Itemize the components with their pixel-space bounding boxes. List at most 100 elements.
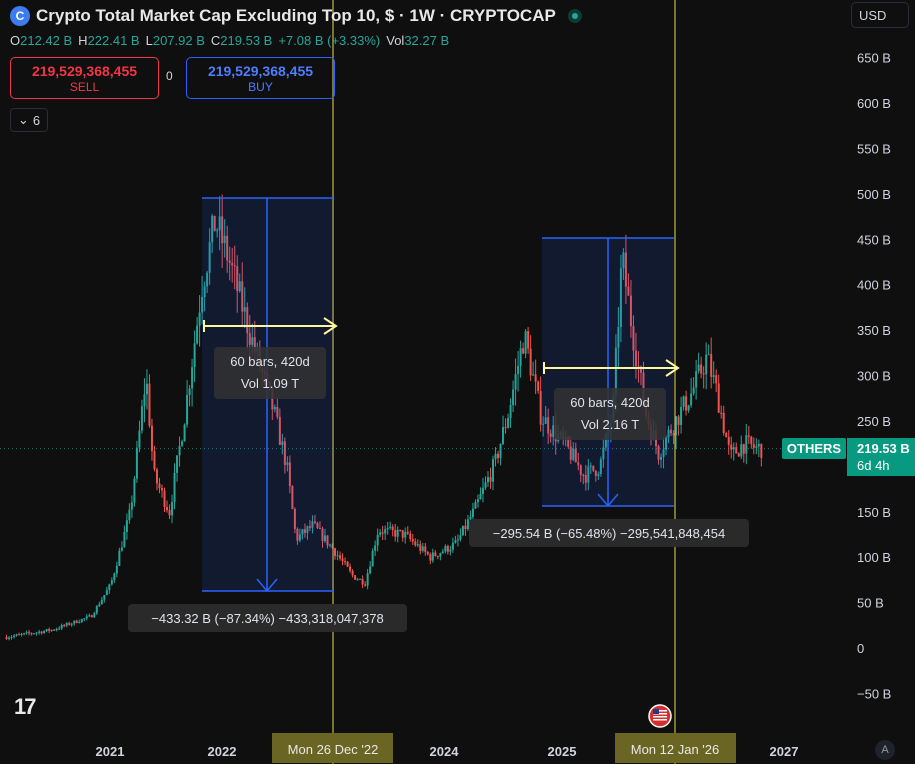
candle-body	[740, 444, 743, 457]
candle-body	[391, 526, 394, 531]
candle-body	[203, 286, 206, 298]
sell-price: 219,529,368,455	[31, 62, 138, 79]
range-bars-label: 60 bars, 420d	[230, 354, 310, 369]
candle-body	[692, 387, 695, 394]
auto-scale-button[interactable]: A	[875, 740, 895, 760]
candle-body	[747, 435, 750, 437]
candle-body	[594, 470, 597, 476]
candle-body	[665, 437, 668, 450]
candle-body	[196, 325, 199, 344]
candle-body	[349, 566, 352, 571]
candle-body	[660, 456, 663, 460]
buy-price: 219,529,368,455	[207, 62, 314, 79]
us-flag-icon[interactable]	[648, 704, 672, 728]
candle-body	[198, 312, 201, 326]
sell-button[interactable]: 219,529,368,455 SELL	[10, 57, 159, 99]
range-info-box	[214, 347, 326, 399]
ohlc-legend: O212.42 B H222.41 B L207.92 B C219.53 B …	[10, 33, 449, 48]
buy-button[interactable]: 219,529,368,455 BUY	[186, 57, 335, 99]
candle-body	[193, 343, 196, 368]
candle-body	[584, 475, 587, 483]
time-axis-label: 2022	[208, 744, 237, 759]
candle-body	[386, 527, 389, 530]
price-axis-label: 450 B	[857, 232, 891, 247]
candle-body	[341, 558, 344, 562]
candle-body	[366, 573, 369, 586]
live-dot-icon	[567, 9, 582, 23]
candle-body	[527, 331, 530, 349]
candle-body	[624, 252, 627, 287]
indicators-toggle-button[interactable]: ⌄ 6	[10, 108, 48, 132]
symbol-tag-label: OTHERS	[787, 441, 842, 456]
crosshair-time-box	[615, 733, 736, 763]
candle-body	[78, 622, 81, 624]
currency-select[interactable]: USD	[851, 2, 909, 28]
candle-body	[384, 529, 387, 534]
candle-body	[68, 623, 71, 625]
candle-body	[484, 482, 487, 488]
candle-body	[750, 436, 753, 445]
candle-body	[326, 535, 329, 546]
price-axis-label: 300 B	[857, 369, 891, 384]
price-axis-label: 100 B	[857, 550, 891, 565]
candle-body	[93, 613, 96, 618]
candle-body	[685, 396, 688, 411]
candle-body	[63, 625, 66, 627]
ohlc-change: +7.08 B (+3.33%)	[278, 33, 381, 48]
candle-body	[705, 354, 708, 375]
candle-body	[43, 631, 46, 634]
symbol-title[interactable]: Crypto Total Market Cap Excluding Top 10…	[36, 6, 556, 25]
candle-body	[85, 616, 88, 619]
candle-body	[8, 637, 11, 640]
candle-body	[283, 441, 286, 465]
candle-body	[281, 441, 284, 445]
candle-body	[45, 629, 48, 632]
candle-body	[276, 406, 279, 417]
candle-body	[587, 466, 590, 483]
candle-body	[502, 427, 505, 444]
candle-body	[404, 531, 407, 538]
candle-body	[369, 566, 372, 574]
sell-label: SELL	[69, 79, 100, 94]
candle-body	[60, 625, 63, 629]
candle-body	[186, 394, 189, 425]
candle-body	[517, 365, 520, 374]
price-axis-label: 500 B	[857, 187, 891, 202]
date-price-range-2[interactable]: 60 bars, 420d Vol 2.16 T −295.54 B (−65.48…	[469, 237, 749, 547]
candle-body	[115, 565, 118, 574]
candle-body	[173, 472, 176, 503]
candle-body	[466, 519, 469, 530]
candle-body	[454, 540, 457, 543]
candle-body	[273, 406, 276, 410]
candle-body	[158, 483, 161, 489]
candle-body	[401, 530, 404, 538]
price-axis-label: 150 B	[857, 505, 891, 520]
candle-body	[120, 547, 123, 551]
price-axis-label: 250 B	[857, 414, 891, 429]
range-change-label: −433.32 B (−87.34%) −433,318,047,378	[151, 611, 383, 626]
candle-body	[394, 530, 397, 537]
candle-body	[364, 584, 367, 586]
date-price-range-1[interactable]: 60 bars, 420d Vol 1.09 T −433.32 B (−87.34…	[128, 197, 407, 632]
candle-body	[359, 578, 362, 580]
candle-body	[155, 469, 158, 484]
candle-body	[28, 632, 31, 634]
range-change-box	[469, 519, 749, 547]
drawings-layer: 60 bars, 420d Vol 1.09 T −433.32 B (−87.34…	[128, 0, 749, 764]
candle-body	[176, 455, 179, 473]
range-volume-label: Vol 2.16 T	[581, 417, 639, 432]
candle-body	[512, 389, 515, 406]
candle-body	[632, 326, 635, 351]
candle-body	[680, 406, 683, 425]
candle-body	[171, 502, 174, 516]
tradingview-logo-icon[interactable]: 17	[14, 694, 37, 719]
candle-body	[143, 394, 146, 407]
candle-body	[411, 539, 414, 542]
candle-body	[313, 521, 316, 523]
candle-body	[125, 520, 128, 533]
current-price-label: 219.53 B	[857, 441, 910, 456]
candle-body	[168, 510, 171, 516]
candle-body	[228, 260, 231, 263]
candle-body	[735, 447, 738, 454]
